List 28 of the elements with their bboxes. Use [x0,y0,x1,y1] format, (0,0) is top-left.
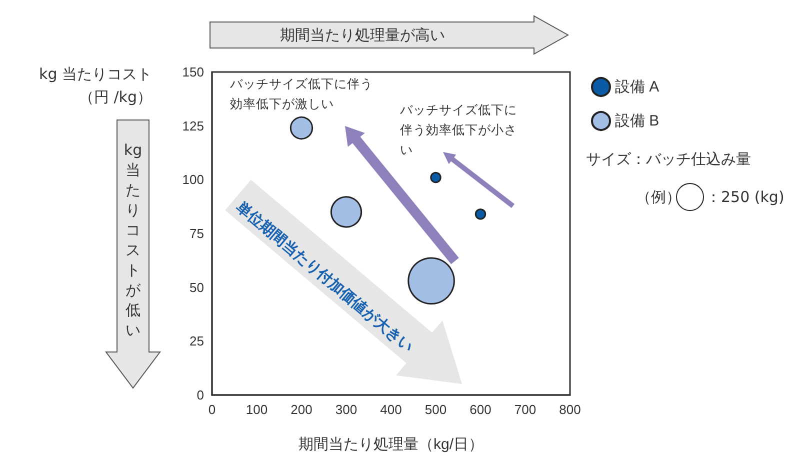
legend-label: 設備 A [615,78,660,96]
y-tick-label: 25 [190,334,204,349]
annotation: 単位期間当たり付加価値が大きい [232,196,418,358]
x-tick-label: 200 [290,402,312,417]
x-tick-label: 0 [208,402,216,417]
y-tick-label: 150 [182,64,204,80]
legend-label: 設備 B [615,112,660,130]
x-tick-label: 500 [424,402,447,417]
annotation: バッチサイズ低下に伴う効率低下が小さい [400,101,518,159]
y-tick-label: 75 [190,226,204,241]
x-tick-label: 600 [470,402,492,417]
legend-label: ：250 (kg) [706,187,784,208]
text: （例） [636,187,681,208]
text: kg 当たりコストが低い [124,141,142,339]
text: 期間当たり処理量が高い [280,25,445,46]
x-axis-title: 期間当たり処理量（kg/日） [298,436,484,453]
x-tick-label: 300 [335,402,358,417]
y-tick-label: 0 [196,388,204,402]
annotation: バッチサイズ低下に伴う効率低下が激しい [230,75,374,113]
x-tick-label: 400 [380,402,402,417]
y-tick-label: 50 [190,280,204,295]
y-tick-label: 125 [182,118,204,134]
y-axis-title: kg 当たりコスト（円 /kg） [38,64,152,108]
x-tick-label: 700 [514,402,536,417]
text: サイズ：バッチ仕込み量 [586,149,751,170]
x-tick-label: 100 [246,402,268,417]
y-tick-label: 100 [182,172,204,188]
x-tick-label: 800 [559,402,581,417]
